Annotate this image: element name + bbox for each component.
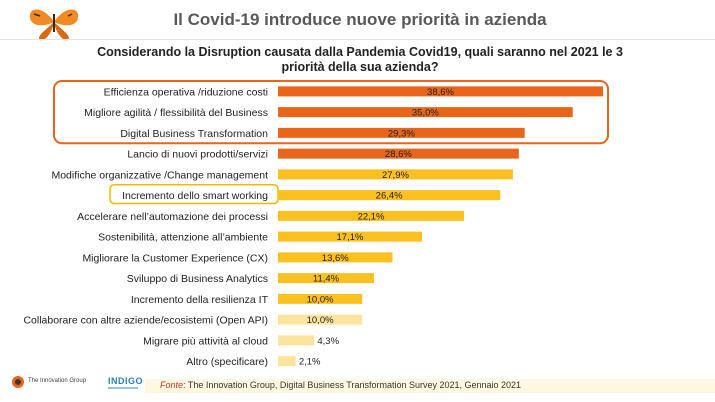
category-label: Sviluppo di Business Analytics [127, 273, 268, 285]
butterfly-logo [24, 2, 84, 47]
bar [278, 148, 519, 159]
value-label: 2,1% [299, 357, 321, 368]
indigo-logo-text: INDIGO [108, 376, 144, 386]
slide-title: Il Covid-19 introduce nuove priorità in … [173, 10, 547, 29]
category-label: Migliore agilità / flessibilità del Busi… [84, 107, 268, 119]
source-prefix: Fonte [160, 380, 184, 390]
innovation-group-logo-text: The Innovation Group [28, 378, 87, 384]
bar [278, 293, 363, 304]
category-label: Accelerare nell’automazione dei processi [77, 211, 268, 223]
bar [278, 210, 465, 221]
source-note: Fonte: The Innovation Group, Digital Bus… [160, 380, 521, 390]
bar [278, 169, 513, 180]
value-label: 13,6% [322, 253, 349, 264]
value-label: 4,3% [317, 336, 339, 347]
category-label: Sostenibilità, attenzione all’ambiente [98, 232, 268, 244]
bar [278, 335, 315, 346]
innovation-group-logo: The Innovation Group [10, 372, 86, 394]
category-label: Efficienza operativa /riduzione costi [104, 86, 268, 98]
value-label: 17,1% [337, 232, 364, 243]
value-label: 38,6% [427, 87, 454, 98]
source-text: : The Innovation Group, Digital Business… [183, 380, 522, 390]
category-label: Incremento dello smart working [122, 190, 268, 202]
value-label: 22,1% [358, 211, 385, 222]
value-label: 29,3% [388, 128, 415, 139]
category-label: Migrare più attività al cloud [143, 335, 268, 347]
indigo-logo-underline [108, 387, 138, 389]
value-label: 28,6% [385, 149, 412, 160]
category-label: Lancio di nuovi prodotti/servizi [127, 149, 268, 161]
source-band [145, 379, 715, 393]
bar [278, 107, 573, 118]
category-label: Altro (specificare) [186, 356, 268, 368]
value-label: 26,4% [376, 191, 403, 202]
bar [278, 86, 603, 97]
bar [278, 252, 393, 263]
innovation-group-mark-icon [12, 376, 24, 388]
category-label: Incremento della resilienza IT [131, 294, 269, 306]
value-label: 10,0% [307, 294, 334, 305]
value-label: 11,4% [313, 274, 340, 285]
bar [278, 314, 363, 325]
bar [278, 231, 422, 242]
title-divider [0, 39, 715, 40]
bar [278, 356, 296, 367]
category-label: Modifiche organizzative /Change manageme… [51, 169, 268, 181]
category-label: Digital Business Transformation [120, 128, 268, 140]
survey-question: Considerando la Disruption causata dalla… [97, 45, 623, 74]
value-label: 35,0% [412, 108, 439, 119]
bar [278, 273, 374, 284]
category-label: Collaborare con altre aziende/ecosistemi… [23, 315, 268, 327]
category-label: Migliorare la Customer Experience (CX) [82, 252, 268, 264]
top-priorities-highlight-box [53, 80, 609, 145]
value-label: 10,0% [307, 315, 334, 326]
value-label: 27,9% [382, 170, 409, 181]
bar [278, 190, 501, 201]
indigo-logo: INDIGO [108, 372, 148, 394]
bar [278, 127, 525, 138]
